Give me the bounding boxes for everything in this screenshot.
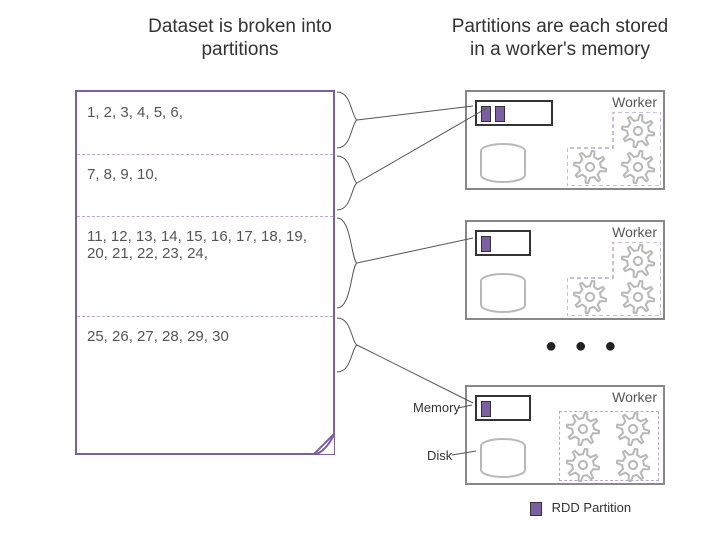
rdd-partition-icon <box>481 236 491 252</box>
legend: RDD Partition <box>530 500 631 516</box>
left-title: Dataset is broken into partitions <box>110 16 370 62</box>
legend-label: RDD Partition <box>552 500 631 515</box>
rdd-partition-icon <box>481 401 491 417</box>
page-curl-icon <box>313 433 335 455</box>
left-title-line1: Dataset is broken into <box>148 16 332 37</box>
memory-box <box>475 230 531 256</box>
right-title: Partitions are each stored in a worker's… <box>425 16 695 62</box>
rdd-partition-icon <box>495 106 505 122</box>
partition-row: 11, 12, 13, 14, 15, 16, 17, 18, 19, 20, … <box>77 220 333 270</box>
memory-box <box>475 395 531 421</box>
partition-divider <box>77 216 333 217</box>
partition-row: 25, 26, 27, 28, 29, 30 <box>77 320 333 353</box>
dataset-box: 1, 2, 3, 4, 5, 6, 7, 8, 9, 10, 11, 12, 13,… <box>75 90 335 455</box>
executor-gears-icon <box>567 242 661 316</box>
partition-row: 1, 2, 3, 4, 5, 6, <box>77 96 333 129</box>
right-title-line1: Partitions are each stored <box>452 16 669 37</box>
executor-gears-icon <box>559 411 659 481</box>
worker-label: Worker <box>612 389 657 405</box>
disk-label: Disk <box>427 448 452 463</box>
worker-label: Worker <box>612 94 657 110</box>
worker-box: Worker <box>465 220 665 320</box>
partition-divider <box>77 154 333 155</box>
memory-box <box>475 100 553 126</box>
left-title-line2: partitions <box>201 39 278 60</box>
partition-divider <box>77 316 333 317</box>
worker-label: Worker <box>612 224 657 240</box>
worker-box: Worker <box>465 385 665 485</box>
memory-label: Memory <box>413 400 460 415</box>
right-title-line2: in a worker's memory <box>470 39 650 60</box>
partition-row: 7, 8, 9, 10, <box>77 158 333 191</box>
rdd-partition-icon <box>481 106 491 122</box>
rdd-partition-icon <box>530 502 542 516</box>
ellipsis-icon: ● ● ● <box>545 335 622 358</box>
worker-box: Worker <box>465 90 665 190</box>
executor-gears-icon <box>567 112 661 186</box>
